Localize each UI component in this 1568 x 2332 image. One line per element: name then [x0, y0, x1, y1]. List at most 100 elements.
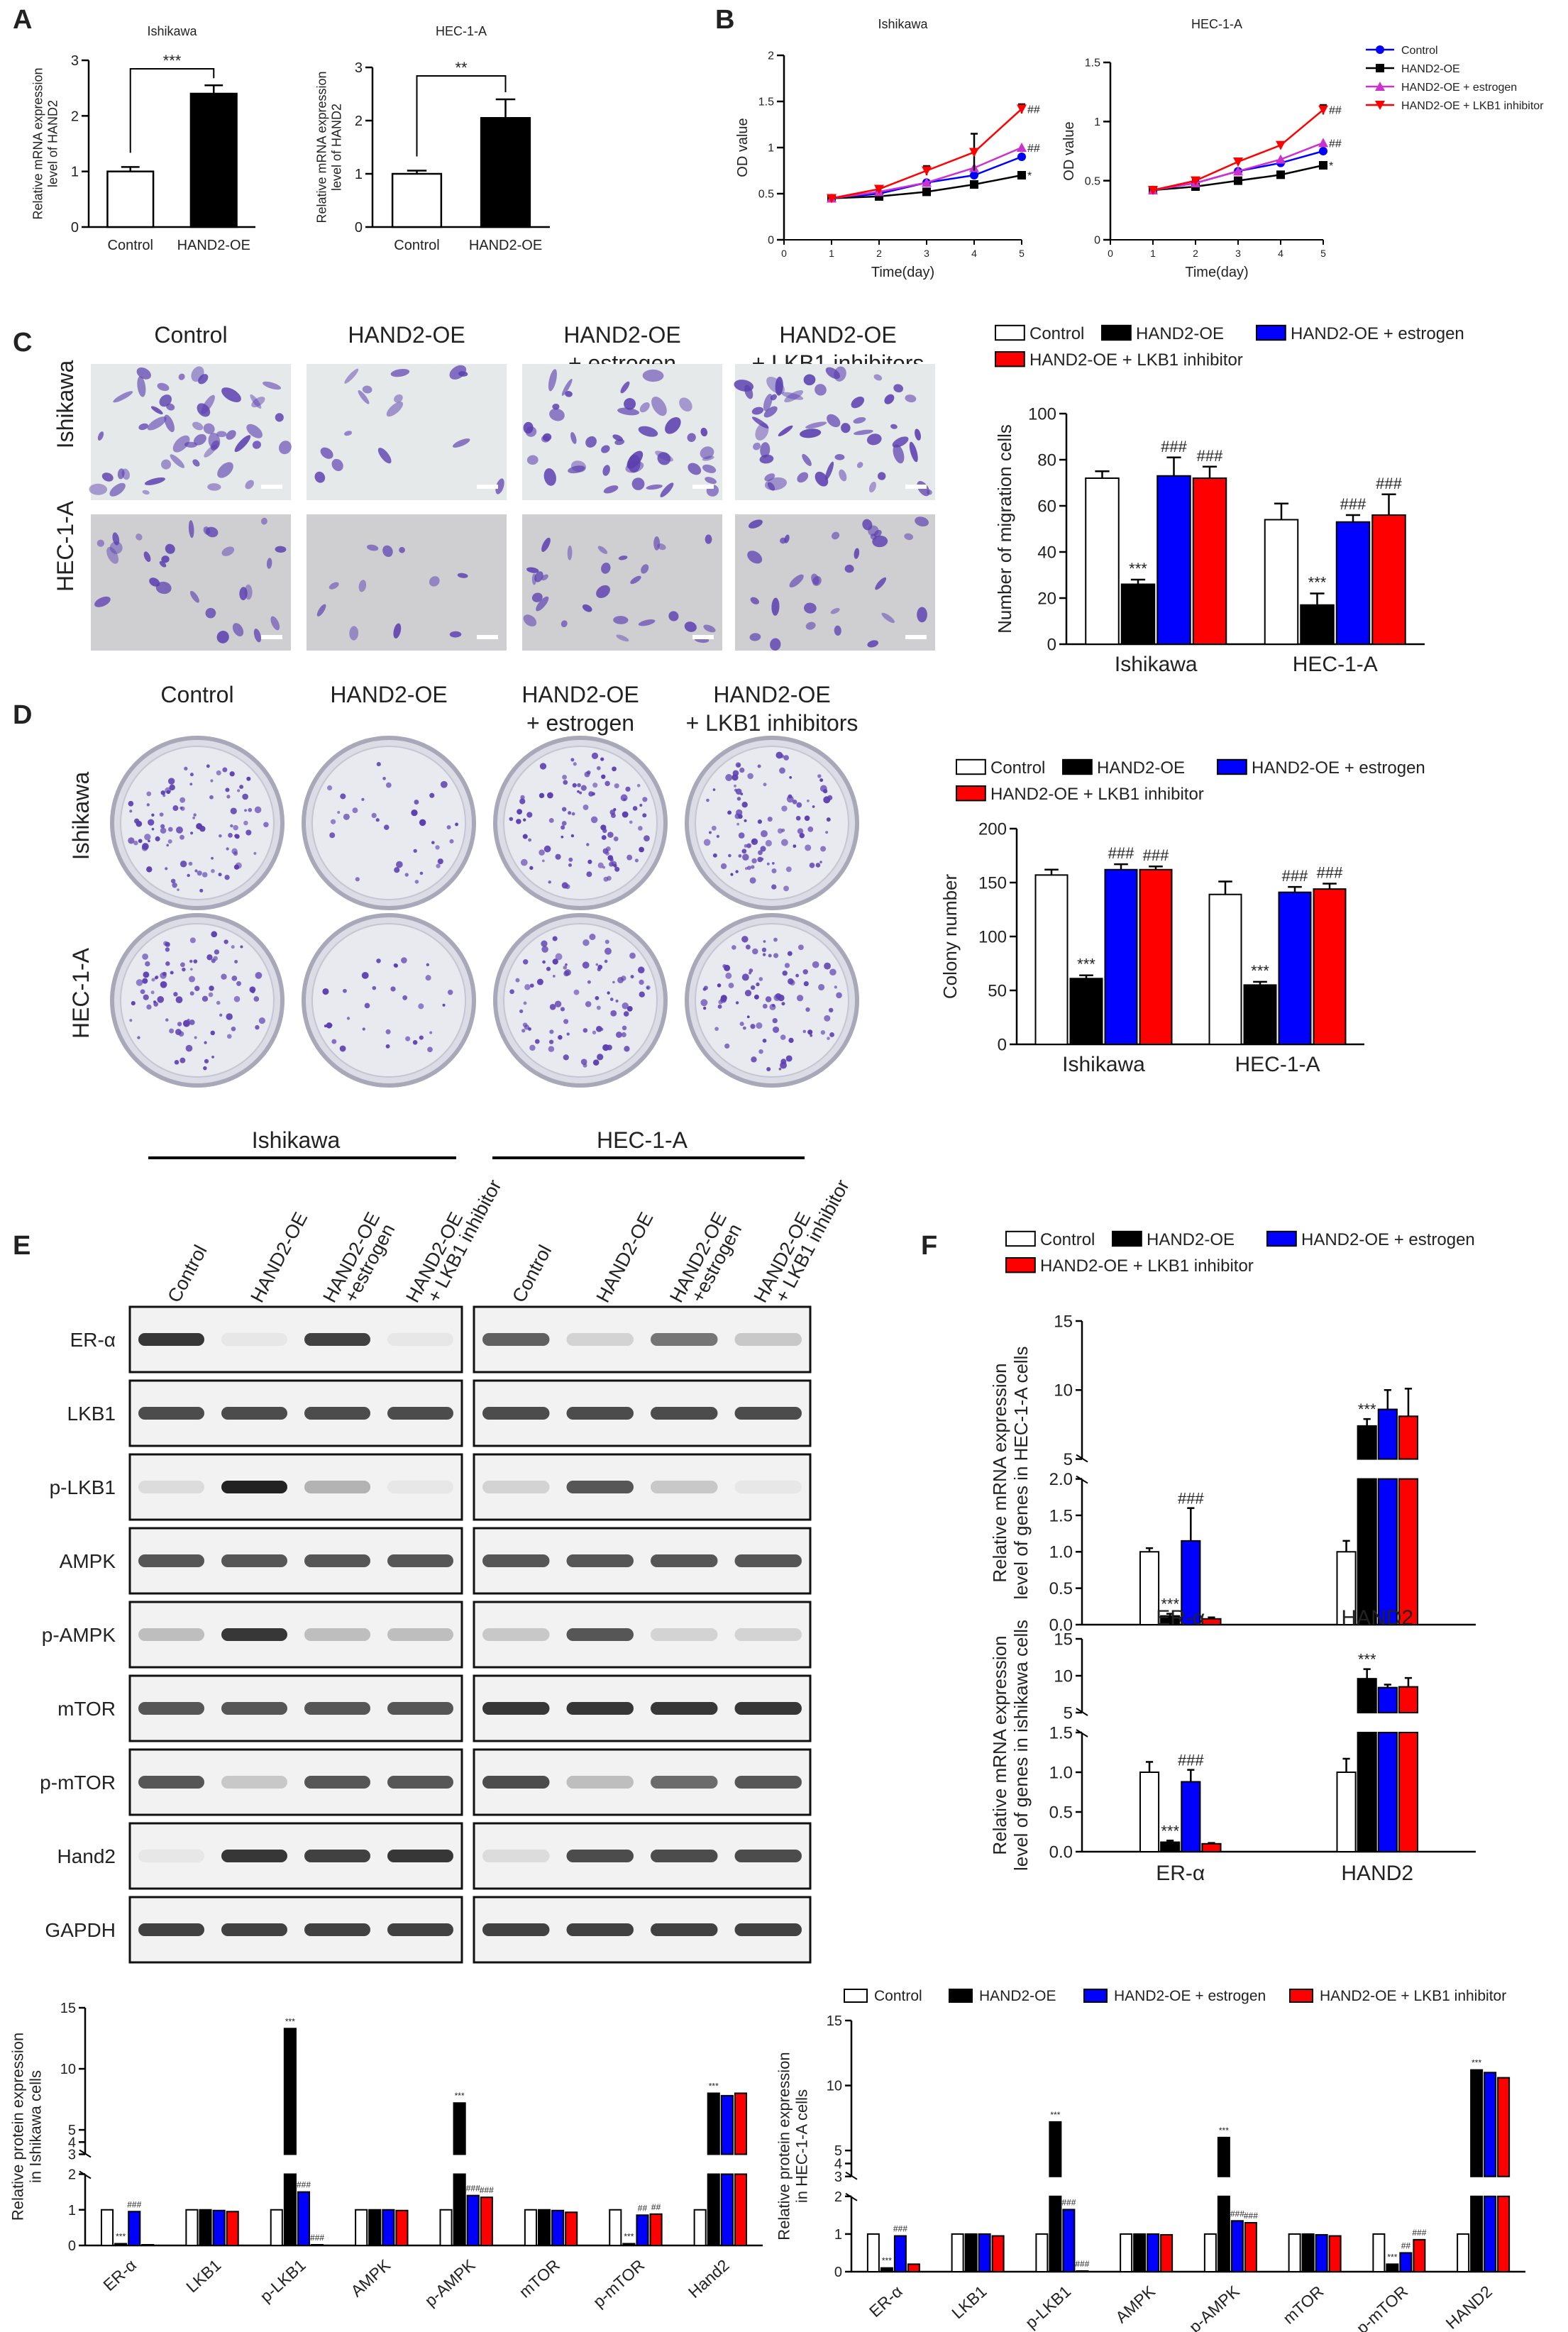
petri-dish: [302, 736, 476, 910]
bar: [720, 2094, 734, 2155]
colony: [352, 807, 358, 814]
column-title: HAND2-OE: [779, 322, 896, 348]
legend-swatch: [1005, 1257, 1036, 1273]
blot-strip: [473, 1674, 812, 1742]
bar: [1160, 1841, 1181, 1853]
colony: [355, 877, 360, 882]
colony: [165, 867, 168, 871]
stained-cell: [106, 546, 119, 564]
colony: [592, 783, 598, 788]
micrograph-tile: [522, 364, 722, 500]
colony: [243, 820, 248, 826]
legend-label: Control: [1401, 45, 1438, 57]
stained-cell: [784, 390, 804, 403]
colony: [133, 840, 138, 846]
colony: [224, 874, 230, 880]
colony: [173, 992, 178, 997]
bar: [622, 2243, 636, 2247]
stained-cell: [867, 640, 879, 648]
stained-cell: [166, 403, 175, 411]
stained-cell: [394, 394, 403, 403]
colony: [337, 810, 341, 814]
y-axis-label: level of genes in ishikawa cells: [1010, 1620, 1032, 1871]
colony: [637, 966, 645, 973]
bar: [226, 2211, 239, 2246]
stained-cell: [113, 391, 133, 403]
stained-cell: [815, 384, 827, 396]
panel-d-images: Control HAND2-OE HAND2-OE + estrogen HAND2-O…: [68, 682, 859, 1088]
colony: [521, 1029, 526, 1033]
significance-mark: ***: [1219, 2126, 1229, 2135]
stained-cell: [203, 423, 215, 434]
significance-mark: ***: [1129, 560, 1147, 578]
dish-well: [120, 923, 275, 1078]
bar: [1328, 2235, 1342, 2272]
y-tick-label: 20: [1037, 589, 1056, 608]
x-tick-label: 1: [1150, 248, 1156, 259]
stained-cell: [377, 448, 392, 464]
protein-band: [387, 1628, 453, 1641]
colony: [166, 844, 170, 847]
stained-cell: [657, 452, 671, 465]
x-tick-label: 0: [1108, 248, 1113, 259]
colony: [194, 1036, 197, 1039]
y-tick-label: 15: [1054, 1312, 1073, 1331]
colony: [529, 866, 534, 871]
bar: [1278, 891, 1312, 1046]
x-tick-label: p-LKB1: [1022, 2282, 1074, 2332]
scale-bar: [905, 485, 927, 489]
colony: [362, 1027, 365, 1031]
colony: [568, 857, 573, 862]
colony: [206, 764, 210, 768]
legend-label: HAND2-OE: [1136, 324, 1224, 343]
colony: [194, 985, 200, 991]
legend-label: HAND2-OE: [979, 1988, 1056, 2004]
bar: [1398, 1686, 1419, 1714]
blot-strip: [473, 1305, 812, 1374]
colony: [134, 818, 140, 824]
y-tick-label: 0.0: [1049, 1615, 1073, 1635]
colony: [223, 939, 228, 944]
colony: [771, 884, 777, 890]
blot-strip: [128, 1305, 463, 1374]
chart-B1: Ishikawa 0 0.5 1 1.5 2 0 1 2 3 4 5 Time(day) OD value…: [735, 17, 1040, 280]
significance-mark: ##: [1401, 2240, 1411, 2250]
colony: [522, 959, 529, 965]
protein-label: Hand2: [57, 1845, 116, 1867]
stained-cell: [266, 558, 272, 569]
bar: [1181, 1781, 1201, 1852]
x-tick-label: Ishikawa: [1062, 1053, 1145, 1076]
x-tick-label: 5: [1019, 248, 1025, 259]
micrograph-tile: [91, 514, 291, 651]
colony: [752, 948, 758, 955]
colony: [615, 999, 619, 1003]
bar: [1313, 888, 1347, 1045]
colony: [240, 945, 243, 949]
significance-mark: ###: [1178, 1490, 1204, 1508]
y-tick-label: 2: [834, 2189, 842, 2205]
bar: [1049, 2121, 1062, 2177]
bar: [1120, 2233, 1133, 2272]
colony: [736, 822, 740, 826]
x-tick-label: Hand2: [685, 2255, 733, 2301]
y-axis-label: OD value: [735, 118, 751, 177]
colony: [233, 824, 238, 831]
stained-cell: [262, 381, 282, 390]
colony: [607, 991, 610, 995]
stained-cell: [582, 604, 592, 612]
bar: [1377, 1732, 1398, 1852]
stained-cell: [866, 433, 882, 446]
stained-cell: [909, 441, 918, 463]
legend-swatch: [1062, 758, 1093, 775]
colony: [592, 1030, 597, 1035]
stained-cell: [853, 416, 866, 424]
blot-strip: [473, 1379, 812, 1447]
colony: [190, 968, 193, 971]
blot-frame: [473, 1453, 812, 1521]
colony: [165, 941, 170, 947]
stained-cell: [570, 432, 577, 444]
stained-cell: [601, 563, 611, 574]
colony: [782, 970, 788, 976]
colony: [758, 977, 763, 981]
